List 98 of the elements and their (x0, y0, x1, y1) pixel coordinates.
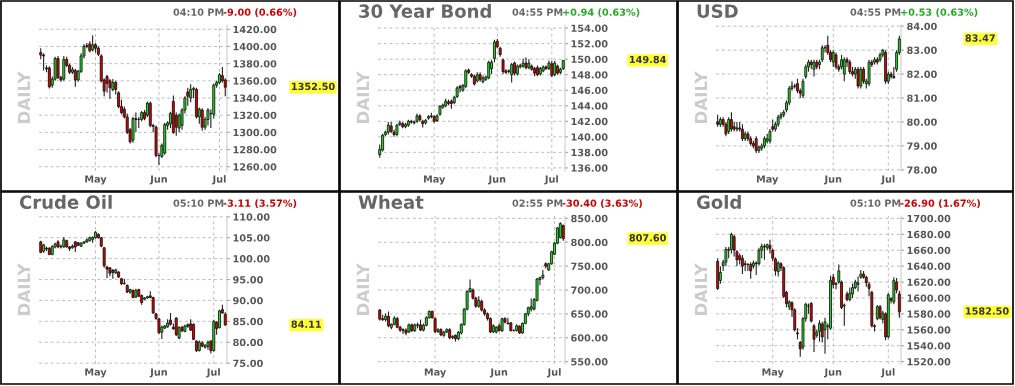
candlestick (730, 232, 733, 254)
text: 1352.50 (291, 82, 335, 91)
y-tick-label: 700.00 (571, 286, 608, 294)
y-tick-label: 110.00 (233, 213, 270, 221)
y-tick-label: 1620.00 (907, 278, 951, 286)
text: 04:55 PM (850, 8, 901, 16)
y-tick-label: 650.00 (571, 310, 608, 318)
y-tick-label: 144.00 (571, 102, 608, 110)
y-tick-label: 75.00 (233, 359, 263, 367)
text: -26.90 (1.67%) (900, 199, 980, 208)
text: 807.60 (629, 234, 666, 242)
x-tick-label: Jun (824, 368, 842, 378)
y-tick-label: 80.00 (907, 118, 937, 126)
x-tick-label: May (85, 175, 107, 185)
y-tick-label: 146.00 (571, 86, 608, 95)
y-tick-label: 1700.00 (907, 214, 951, 223)
y-tick-label: 1280.00 (233, 146, 277, 154)
x-tick-label: Jun (149, 175, 167, 185)
y-tick-label: 1560.00 (907, 326, 951, 334)
y-tick-label: 138.00 (571, 148, 608, 157)
candlestick (897, 290, 901, 319)
candlestick (94, 42, 97, 54)
y-tick-label: 1660.00 (907, 246, 951, 255)
text: 05:10 PM (173, 199, 224, 207)
text: -30.40 (3.63%) (562, 199, 642, 208)
chart-title: Gold (696, 195, 741, 209)
y-tick-label: 1580.00 (907, 310, 951, 318)
x-tick-label: Jun (489, 368, 508, 378)
y-tick-label: 85.00 (233, 317, 263, 326)
x-tick-label: Jul (206, 368, 220, 378)
y-tick-label: 80.00 (233, 338, 263, 347)
text: 04:55 PM (512, 8, 563, 16)
y-tick-label: 850.00 (571, 214, 608, 223)
x-tick-label: Jul (880, 368, 895, 378)
y-tick-label: 1600.00 (907, 294, 951, 302)
text: +0.94 (0.63%) (563, 8, 640, 17)
y-tick-label: 1540.00 (907, 342, 951, 350)
y-tick-label: 1360.00 (233, 77, 277, 85)
y-tick-label: 78.00 (907, 166, 937, 174)
candlestick (177, 112, 181, 133)
y-tick-label: 800.00 (571, 238, 608, 247)
y-tick-label: 1340.00 (233, 94, 277, 102)
y-tick-label: 1300.00 (233, 128, 277, 137)
y-tick-label: 152.00 (571, 40, 608, 48)
x-tick-label: Jun (149, 368, 167, 378)
y-tick-label: 90.00 (233, 296, 263, 305)
y-tick-label: 136.00 (571, 164, 608, 172)
text: 84.11 (291, 320, 321, 328)
chart-title: 30 Year Bond (359, 4, 491, 18)
y-tick-label: 150.00 (571, 55, 608, 63)
y-tick-label: 1260.00 (233, 163, 277, 171)
y-tick-label: 750.00 (571, 262, 608, 270)
y-tick-label: 1320.00 (233, 111, 277, 120)
y-tick-label: 142.00 (571, 117, 608, 126)
y-tick-label: 81.00 (907, 94, 937, 102)
text: 04:10 PM (173, 8, 224, 16)
y-tick-label: 1520.00 (907, 358, 951, 366)
text: 1582.50 (965, 307, 1009, 315)
x-tick-label: May (756, 175, 779, 185)
y-tick-label: 550.00 (571, 358, 608, 366)
x-tick-label: May (424, 368, 447, 378)
y-tick-label: 79.00 (907, 142, 937, 150)
y-tick-label: 83.00 (907, 46, 937, 54)
chart-title: Wheat (358, 195, 424, 209)
y-tick-label: 105.00 (233, 234, 270, 242)
x-tick-label: Jul (212, 175, 226, 185)
x-tick-label: Jun (488, 175, 506, 185)
y-tick-label: 1680.00 (907, 230, 951, 239)
text: 149.84 (629, 55, 666, 64)
x-tick-label: May (762, 368, 784, 378)
text: 83.47 (965, 34, 995, 42)
y-tick-label: 1640.00 (907, 262, 951, 270)
y-tick-label: 84.00 (907, 22, 937, 31)
y-tick-label: 82.00 (907, 70, 937, 78)
x-tick-label: May (85, 368, 107, 378)
y-tick-label: 148.00 (571, 71, 608, 79)
y-tick-label: 95.00 (233, 276, 263, 284)
x-tick-label: Jul (544, 175, 558, 185)
text: -9.00 (0.66%) (223, 8, 297, 17)
chart-title: USD (697, 4, 738, 18)
y-tick-label: 100.00 (233, 255, 270, 263)
y-tick-label: 154.00 (571, 24, 608, 32)
x-tick-label: Jul (547, 368, 561, 378)
x-tick-label: Jun (824, 175, 842, 185)
y-tick-label: 600.00 (571, 334, 608, 342)
y-tick-label: 140.00 (571, 133, 608, 141)
chart-title: Crude Oil (19, 195, 112, 209)
y-tick-label: 1400.00 (233, 42, 277, 51)
candlestick (56, 55, 60, 80)
y-tick-label: 1380.00 (233, 60, 277, 68)
x-tick-label: Jul (880, 175, 895, 185)
text: 05:10 PM (850, 199, 901, 207)
text: +0.53 (0.63%) (901, 8, 978, 17)
text: 02:55 PM (512, 199, 563, 207)
text: -3.11 (3.57%) (223, 199, 297, 208)
x-tick-label: May (423, 175, 446, 185)
y-tick-label: 1420.00 (233, 25, 277, 34)
candlestick (541, 269, 545, 281)
